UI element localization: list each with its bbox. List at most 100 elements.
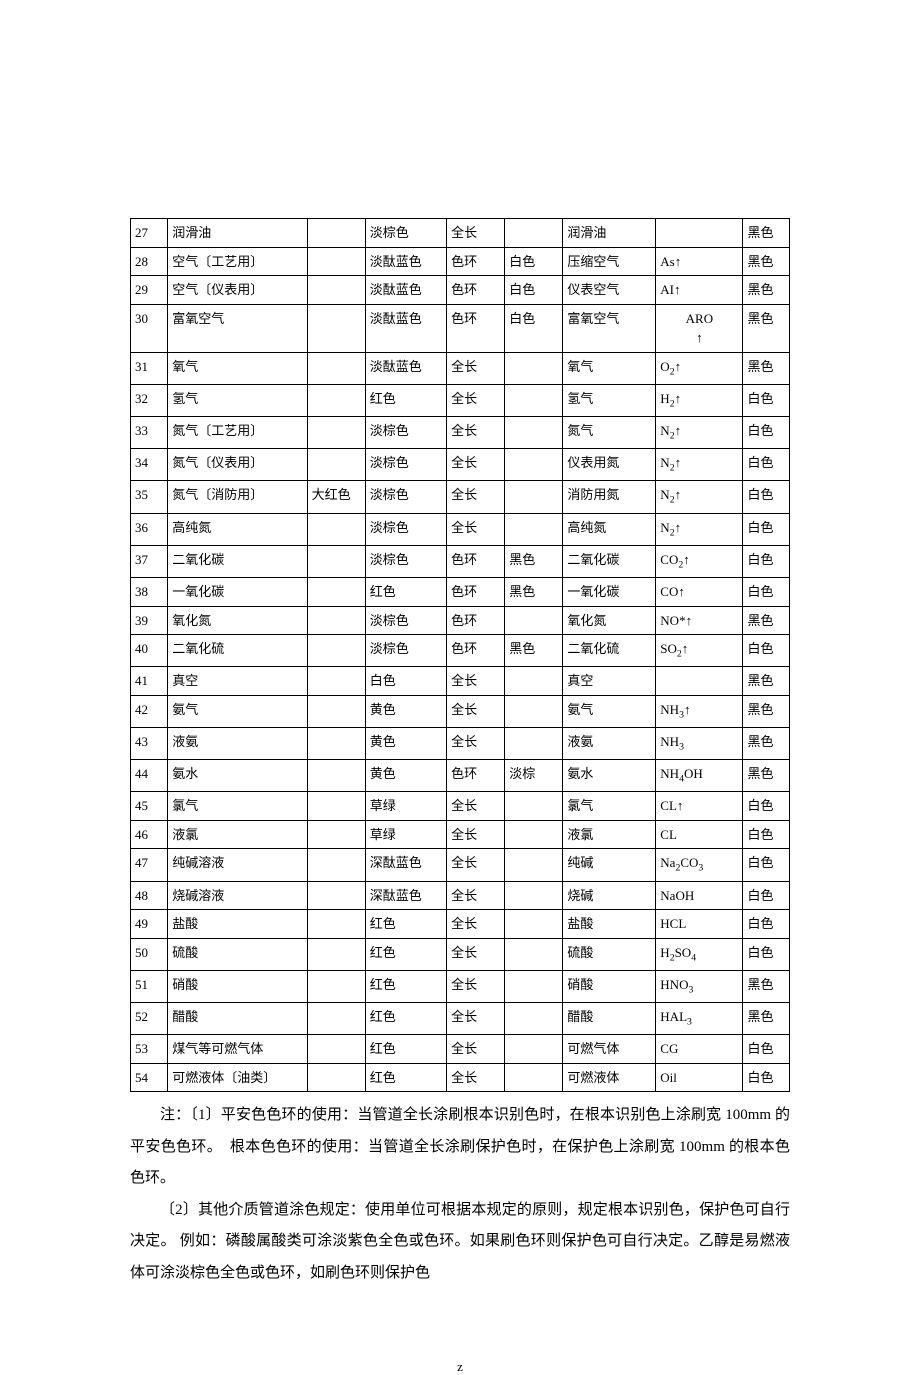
cell-name: 氮气〔仪表用〕 xyxy=(168,449,307,481)
cell-base-color: 红色 xyxy=(365,578,446,607)
cell-ring-color: 淡棕 xyxy=(505,760,563,792)
cell-index: 53 xyxy=(131,1035,168,1064)
cell-safety-color xyxy=(307,938,365,970)
cell-base-color: 红色 xyxy=(365,970,446,1002)
cell-index: 42 xyxy=(131,695,168,727)
table-row: 51硝酸红色全长硝酸HNO3黑色 xyxy=(131,970,790,1002)
cell-scope: 全长 xyxy=(447,727,505,759)
cell-index: 36 xyxy=(131,513,168,545)
cell-scope: 全长 xyxy=(447,352,505,384)
cell-ring-color xyxy=(505,606,563,635)
cell-symbol: Na2CO3 xyxy=(656,849,743,881)
cell-font-color: 黑色 xyxy=(743,760,790,792)
cell-scope: 全长 xyxy=(447,792,505,821)
cell-name: 醋酸 xyxy=(168,1003,307,1035)
cell-index: 31 xyxy=(131,352,168,384)
cell-safety-color xyxy=(307,352,365,384)
cell-ring-color xyxy=(505,1063,563,1092)
cell-safety-color xyxy=(307,910,365,939)
cell-safety-color xyxy=(307,849,365,881)
table-row: 30富氧空气淡酞蓝色色环白色富氧空气ARO↑黑色 xyxy=(131,304,790,352)
cell-scope: 色环 xyxy=(447,304,505,352)
cell-symbol: CO↑ xyxy=(656,578,743,607)
cell-safety-color xyxy=(307,970,365,1002)
cell-font-color: 黑色 xyxy=(743,219,790,248)
cell-name: 氨水 xyxy=(168,760,307,792)
cell-font-color: 黑色 xyxy=(743,304,790,352)
table-row: 48烧碱溶液深酞蓝色全长烧碱NaOH白色 xyxy=(131,881,790,910)
cell-ring-color: 黑色 xyxy=(505,635,563,667)
cell-index: 46 xyxy=(131,820,168,849)
cell-font-color: 黑色 xyxy=(743,606,790,635)
cell-base-color: 淡棕色 xyxy=(365,219,446,248)
cell-font-color: 黑色 xyxy=(743,352,790,384)
cell-scope: 色环 xyxy=(447,606,505,635)
cell-media-name: 消防用氮 xyxy=(563,481,656,513)
cell-font-color: 白色 xyxy=(743,578,790,607)
cell-safety-color xyxy=(307,578,365,607)
cell-safety-color xyxy=(307,384,365,416)
table-row: 52醋酸红色全长醋酸HAL3黑色 xyxy=(131,1003,790,1035)
table-row: 47纯碱溶液深酞蓝色全长纯碱Na2CO3白色 xyxy=(131,849,790,881)
table-row: 53煤气等可燃气体红色全长可燃气体CG白色 xyxy=(131,1035,790,1064)
cell-name: 润滑油 xyxy=(168,219,307,248)
cell-scope: 全长 xyxy=(447,1003,505,1035)
table-row: 31氧气淡酞蓝色全长氧气O2↑黑色 xyxy=(131,352,790,384)
cell-media-name: 压缩空气 xyxy=(563,247,656,276)
cell-index: 39 xyxy=(131,606,168,635)
table-row: 41真空白色全长真空黑色 xyxy=(131,667,790,696)
cell-index: 30 xyxy=(131,304,168,352)
cell-media-name: 一氧化碳 xyxy=(563,578,656,607)
table-row: 50硫酸红色全长硫酸H2SO4白色 xyxy=(131,938,790,970)
cell-font-color: 白色 xyxy=(743,938,790,970)
cell-safety-color xyxy=(307,416,365,448)
cell-ring-color xyxy=(505,1035,563,1064)
cell-base-color: 深酞蓝色 xyxy=(365,881,446,910)
cell-safety-color xyxy=(307,792,365,821)
cell-base-color: 淡棕色 xyxy=(365,449,446,481)
cell-safety-color xyxy=(307,1035,365,1064)
cell-name: 液氨 xyxy=(168,727,307,759)
cell-media-name: 氮气 xyxy=(563,416,656,448)
cell-safety-color xyxy=(307,606,365,635)
cell-base-color: 红色 xyxy=(365,1003,446,1035)
cell-font-color: 白色 xyxy=(743,820,790,849)
cell-symbol: AI↑ xyxy=(656,276,743,305)
cell-font-color: 黑色 xyxy=(743,667,790,696)
page-footer: z xyxy=(130,1359,790,1375)
cell-font-color: 黑色 xyxy=(743,247,790,276)
table-row: 38一氧化碳红色色环黑色一氧化碳CO↑白色 xyxy=(131,578,790,607)
cell-base-color: 红色 xyxy=(365,1035,446,1064)
cell-ring-color: 黑色 xyxy=(505,578,563,607)
cell-safety-color: 大红色 xyxy=(307,481,365,513)
cell-scope: 全长 xyxy=(447,910,505,939)
cell-safety-color xyxy=(307,820,365,849)
cell-font-color: 白色 xyxy=(743,384,790,416)
cell-base-color: 淡酞蓝色 xyxy=(365,304,446,352)
cell-index: 34 xyxy=(131,449,168,481)
cell-symbol: HNO3 xyxy=(656,970,743,1002)
cell-ring-color xyxy=(505,1003,563,1035)
document-page: 27润滑油淡棕色全长润滑油黑色28空气〔工艺用〕淡酞蓝色色环白色压缩空气As↑黑… xyxy=(0,0,920,1375)
cell-symbol: CO2↑ xyxy=(656,545,743,577)
cell-name: 氧化氮 xyxy=(168,606,307,635)
cell-safety-color xyxy=(307,545,365,577)
table-row: 27润滑油淡棕色全长润滑油黑色 xyxy=(131,219,790,248)
cell-media-name: 硫酸 xyxy=(563,938,656,970)
table-row: 42氨气黄色全长氨气NH3↑黑色 xyxy=(131,695,790,727)
table-row: 45氯气草绿全长氯气CL↑白色 xyxy=(131,792,790,821)
cell-base-color: 淡酞蓝色 xyxy=(365,247,446,276)
cell-font-color: 白色 xyxy=(743,1035,790,1064)
cell-base-color: 草绿 xyxy=(365,820,446,849)
cell-name: 硝酸 xyxy=(168,970,307,1002)
cell-media-name: 氧气 xyxy=(563,352,656,384)
cell-font-color: 黑色 xyxy=(743,1003,790,1035)
table-row: 33氮气〔工艺用〕淡棕色全长氮气N2↑白色 xyxy=(131,416,790,448)
cell-symbol: H2↑ xyxy=(656,384,743,416)
note-2: 〔2〕其他介质管道涂色规定：使用单位可根据本规定的原则，规定根本识别色，保护色可… xyxy=(130,1195,790,1290)
cell-media-name: 烧碱 xyxy=(563,881,656,910)
cell-media-name: 高纯氮 xyxy=(563,513,656,545)
cell-font-color: 黑色 xyxy=(743,970,790,1002)
cell-media-name: 氨气 xyxy=(563,695,656,727)
cell-ring-color xyxy=(505,970,563,1002)
